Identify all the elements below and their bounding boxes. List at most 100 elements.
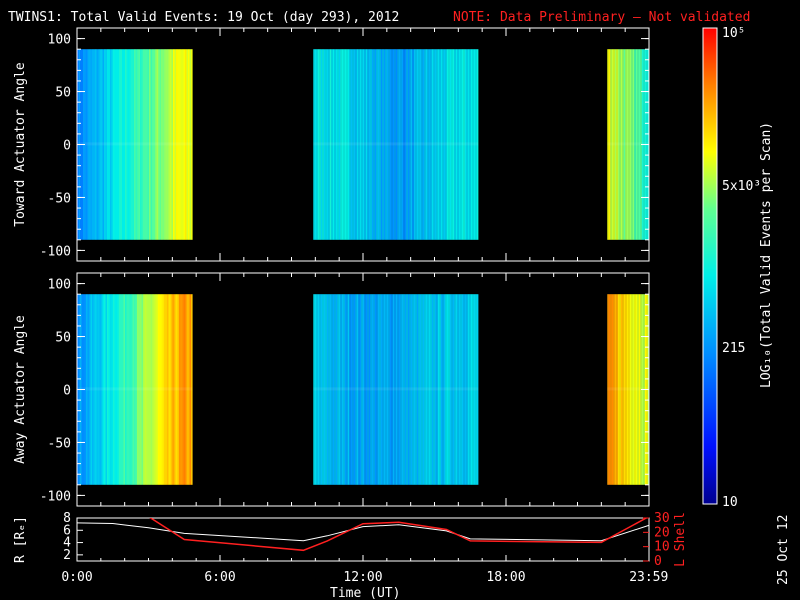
heatmap-streak [628,49,630,240]
heatmap-streak [620,294,623,485]
heatmap-streak [358,49,360,240]
heatmap-streak [475,49,477,240]
heatmap-panel-2: 100 50 0 -50 -100 Away Actuator Angle [13,272,650,507]
heatmap-streak [347,294,350,485]
heatmap-streak [180,49,183,240]
heatmap-streak [179,49,181,240]
heatmap-streak [334,294,336,485]
heatmap-streak [373,294,375,485]
heatmap-streak [359,294,362,485]
heatmap-streak [433,294,435,485]
heatmap-streak [344,49,347,240]
lshell-tick-label: 20 [654,525,670,540]
x-tick-label: 12:00 [343,570,382,585]
heatmap-streak [111,49,114,240]
heatmap-streak [335,49,338,240]
heatmap-streak [159,294,162,485]
heatmap-streak [90,49,93,240]
heatmap-streak [353,294,356,485]
heatmap-streak [412,294,414,485]
heatmap-streak [108,294,111,485]
heatmap-streak [430,294,432,485]
heatmap-streak [634,294,636,485]
heatmap-streak [422,49,425,240]
heatmap-streak [356,49,359,240]
heatmap-streak [464,294,467,485]
heatmap-streak [358,294,360,485]
heatmap-streak [186,49,189,240]
heatmap-streak [611,49,614,240]
y-tick-label: 0 [63,139,71,154]
heatmap-streak [380,294,383,485]
zero-angle-band [313,142,479,146]
heatmap-streak [362,294,365,485]
heatmap-streak [180,294,183,485]
heatmap-streak [472,49,474,240]
heatmap-streak [374,294,377,485]
heatmap-streak [463,294,465,485]
heatmap-streak [352,294,354,485]
y-tick-label: 50 [55,331,71,346]
heatmap-streak [329,294,332,485]
heatmap-streak [419,294,422,485]
heatmap-streak [117,294,120,485]
heatmap-streak [343,49,345,240]
colorbar-label: LOG₁₀(Total Valid Events per Scan) [759,122,774,388]
heatmap-streak [404,49,407,240]
heatmap-streak [92,49,94,240]
heatmap-streak [617,294,620,485]
heatmap-streak [394,294,396,485]
heatmap-streak [370,294,372,485]
heatmap-streak [131,294,133,485]
heatmap-streak [364,49,366,240]
heatmap-streak [126,49,129,240]
heatmap-streak [362,49,365,240]
heatmap-streak [373,49,375,240]
heatmap-streak [421,294,423,485]
heatmap-streak [99,49,102,240]
heatmap-streak [89,49,91,240]
heatmap-streak [105,294,108,485]
heatmap-streak [440,294,443,485]
heatmap-streak [457,294,459,485]
x-tick-label: 6:00 [204,570,235,585]
heatmap-streak [179,294,181,485]
heatmap-streak [338,294,341,485]
heatmap-streak [131,49,133,240]
heatmap-streak [137,294,139,485]
heatmap-streak [389,294,392,485]
heatmap-streak [168,49,171,240]
heatmap-streak [449,294,452,485]
heatmap-streak [137,49,139,240]
heatmap-streak [116,49,118,240]
heatmap-streak [460,49,462,240]
heatmap-streak [84,294,87,485]
heatmap-streak [352,49,354,240]
heatmap-streak [386,294,389,485]
heatmap-streak [152,49,154,240]
heatmap-streak [448,49,450,240]
heatmap-streak [395,49,398,240]
heatmap-streak [361,49,363,240]
lshell-tick-label: 10 [654,540,670,555]
heatmap-streak [469,294,471,485]
heatmap-streak [350,294,353,485]
heatmap-streak [470,294,473,485]
zero-angle-band [77,142,193,146]
heatmap-streak [146,49,148,240]
heatmap-streak [634,49,636,240]
heatmap-streak [340,49,342,240]
heatmap-streak [89,294,91,485]
heatmap-streak [388,294,390,485]
heatmap-streak [326,294,329,485]
heatmap-streak [439,49,441,240]
heatmap-streak [632,49,635,240]
heatmap-streak [614,49,617,240]
heatmap-streak [149,294,151,485]
heatmap-streak [380,49,383,240]
heatmap-streak [162,49,165,240]
heatmap-streak [436,49,438,240]
r-tick-label: 2 [63,548,71,563]
chart-title: TWINS1: Total Valid Events: 19 Oct (day … [8,10,399,25]
